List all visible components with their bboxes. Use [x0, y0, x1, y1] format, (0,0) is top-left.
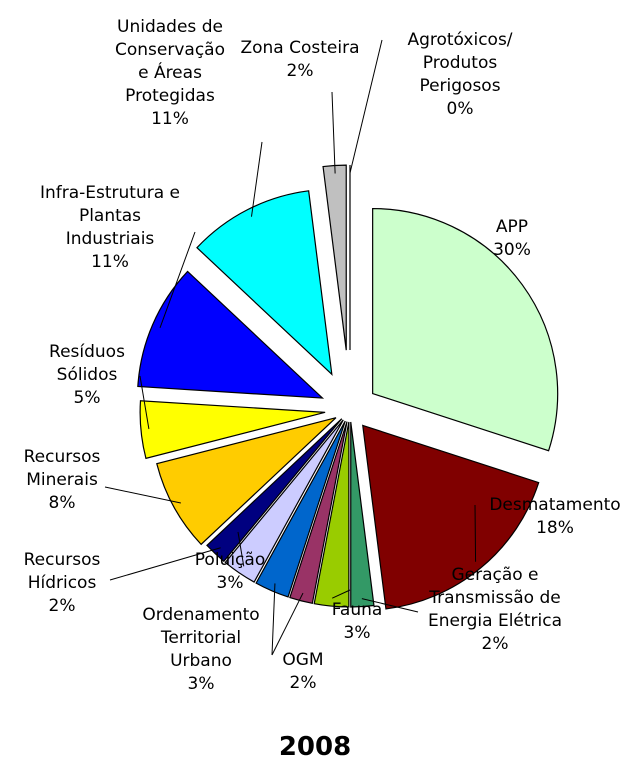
- pie-slice: [372, 207, 559, 452]
- slice-label: APP: [496, 217, 528, 237]
- pie-slice: [137, 270, 325, 399]
- leader-line: [474, 504, 477, 562]
- leader-line: [332, 589, 351, 599]
- slice-value-label: 0%: [447, 99, 474, 119]
- pie-slice: [255, 420, 346, 598]
- pie-slice: [139, 400, 326, 460]
- slice-label: Zona Costeira: [240, 38, 359, 58]
- slice-label: Agrotóxicos/Produtos Perigosos: [407, 30, 512, 96]
- slice-value-label: 3%: [217, 573, 244, 593]
- pie-slice: [350, 421, 375, 608]
- slice-value-label: 2%: [290, 673, 317, 693]
- leader-line: [104, 486, 181, 504]
- pie-slice: [196, 190, 333, 376]
- slice-label: Recursos Hídricos: [24, 550, 101, 593]
- leader-line: [271, 592, 304, 656]
- slice-label: Ordenamento Territorial Urbano: [142, 605, 259, 671]
- leader-line: [237, 531, 245, 567]
- slice-label: Fauna: [332, 600, 383, 620]
- leader-line: [139, 375, 150, 430]
- slice-value-label: 2%: [287, 61, 314, 81]
- pie-slice: [322, 164, 347, 351]
- pie-slice: [313, 421, 350, 608]
- leader-line: [250, 141, 263, 217]
- pie-slice: [156, 417, 337, 546]
- slice-label: Recursos Minerais: [24, 447, 101, 490]
- slice-value-label: 8%: [49, 493, 76, 513]
- slice-value-label: 11%: [91, 252, 129, 272]
- slice-label: Poluição: [195, 550, 265, 570]
- leader-line: [331, 91, 336, 174]
- slice-value-label: 30%: [493, 240, 531, 260]
- pie-slice: [362, 424, 540, 610]
- leader-line: [349, 39, 383, 174]
- slice-label: Desmatamento: [489, 495, 620, 515]
- slice-label: Geração e Transmissão de Energia Elétrica: [428, 565, 562, 631]
- slice-label: Resíduos Sólidos: [49, 342, 125, 385]
- leader-line: [159, 231, 196, 328]
- slice-value-label: 2%: [49, 596, 76, 616]
- slice-label: Infra-Estrutura e Plantas Industriais: [40, 183, 180, 249]
- slice-label: OGM: [282, 650, 323, 670]
- slice-value-label: 3%: [344, 623, 371, 643]
- slice-value-label: 2%: [482, 634, 509, 654]
- pie-slice: [289, 421, 348, 605]
- leader-line: [109, 547, 221, 581]
- slice-value-label: 3%: [188, 674, 215, 694]
- leader-line: [361, 598, 419, 613]
- slice-value-label: 11%: [151, 109, 189, 129]
- slice-value-label: 18%: [536, 518, 574, 538]
- pie: [137, 164, 559, 610]
- leader-line: [271, 583, 276, 656]
- chart-title: 2008: [279, 732, 351, 762]
- pie-slice: [224, 419, 344, 583]
- slice-value-label: 5%: [74, 388, 101, 408]
- slice-label: Unidades de Conservação e Áreas Protegidas: [115, 17, 225, 106]
- pie-slice: [206, 418, 343, 563]
